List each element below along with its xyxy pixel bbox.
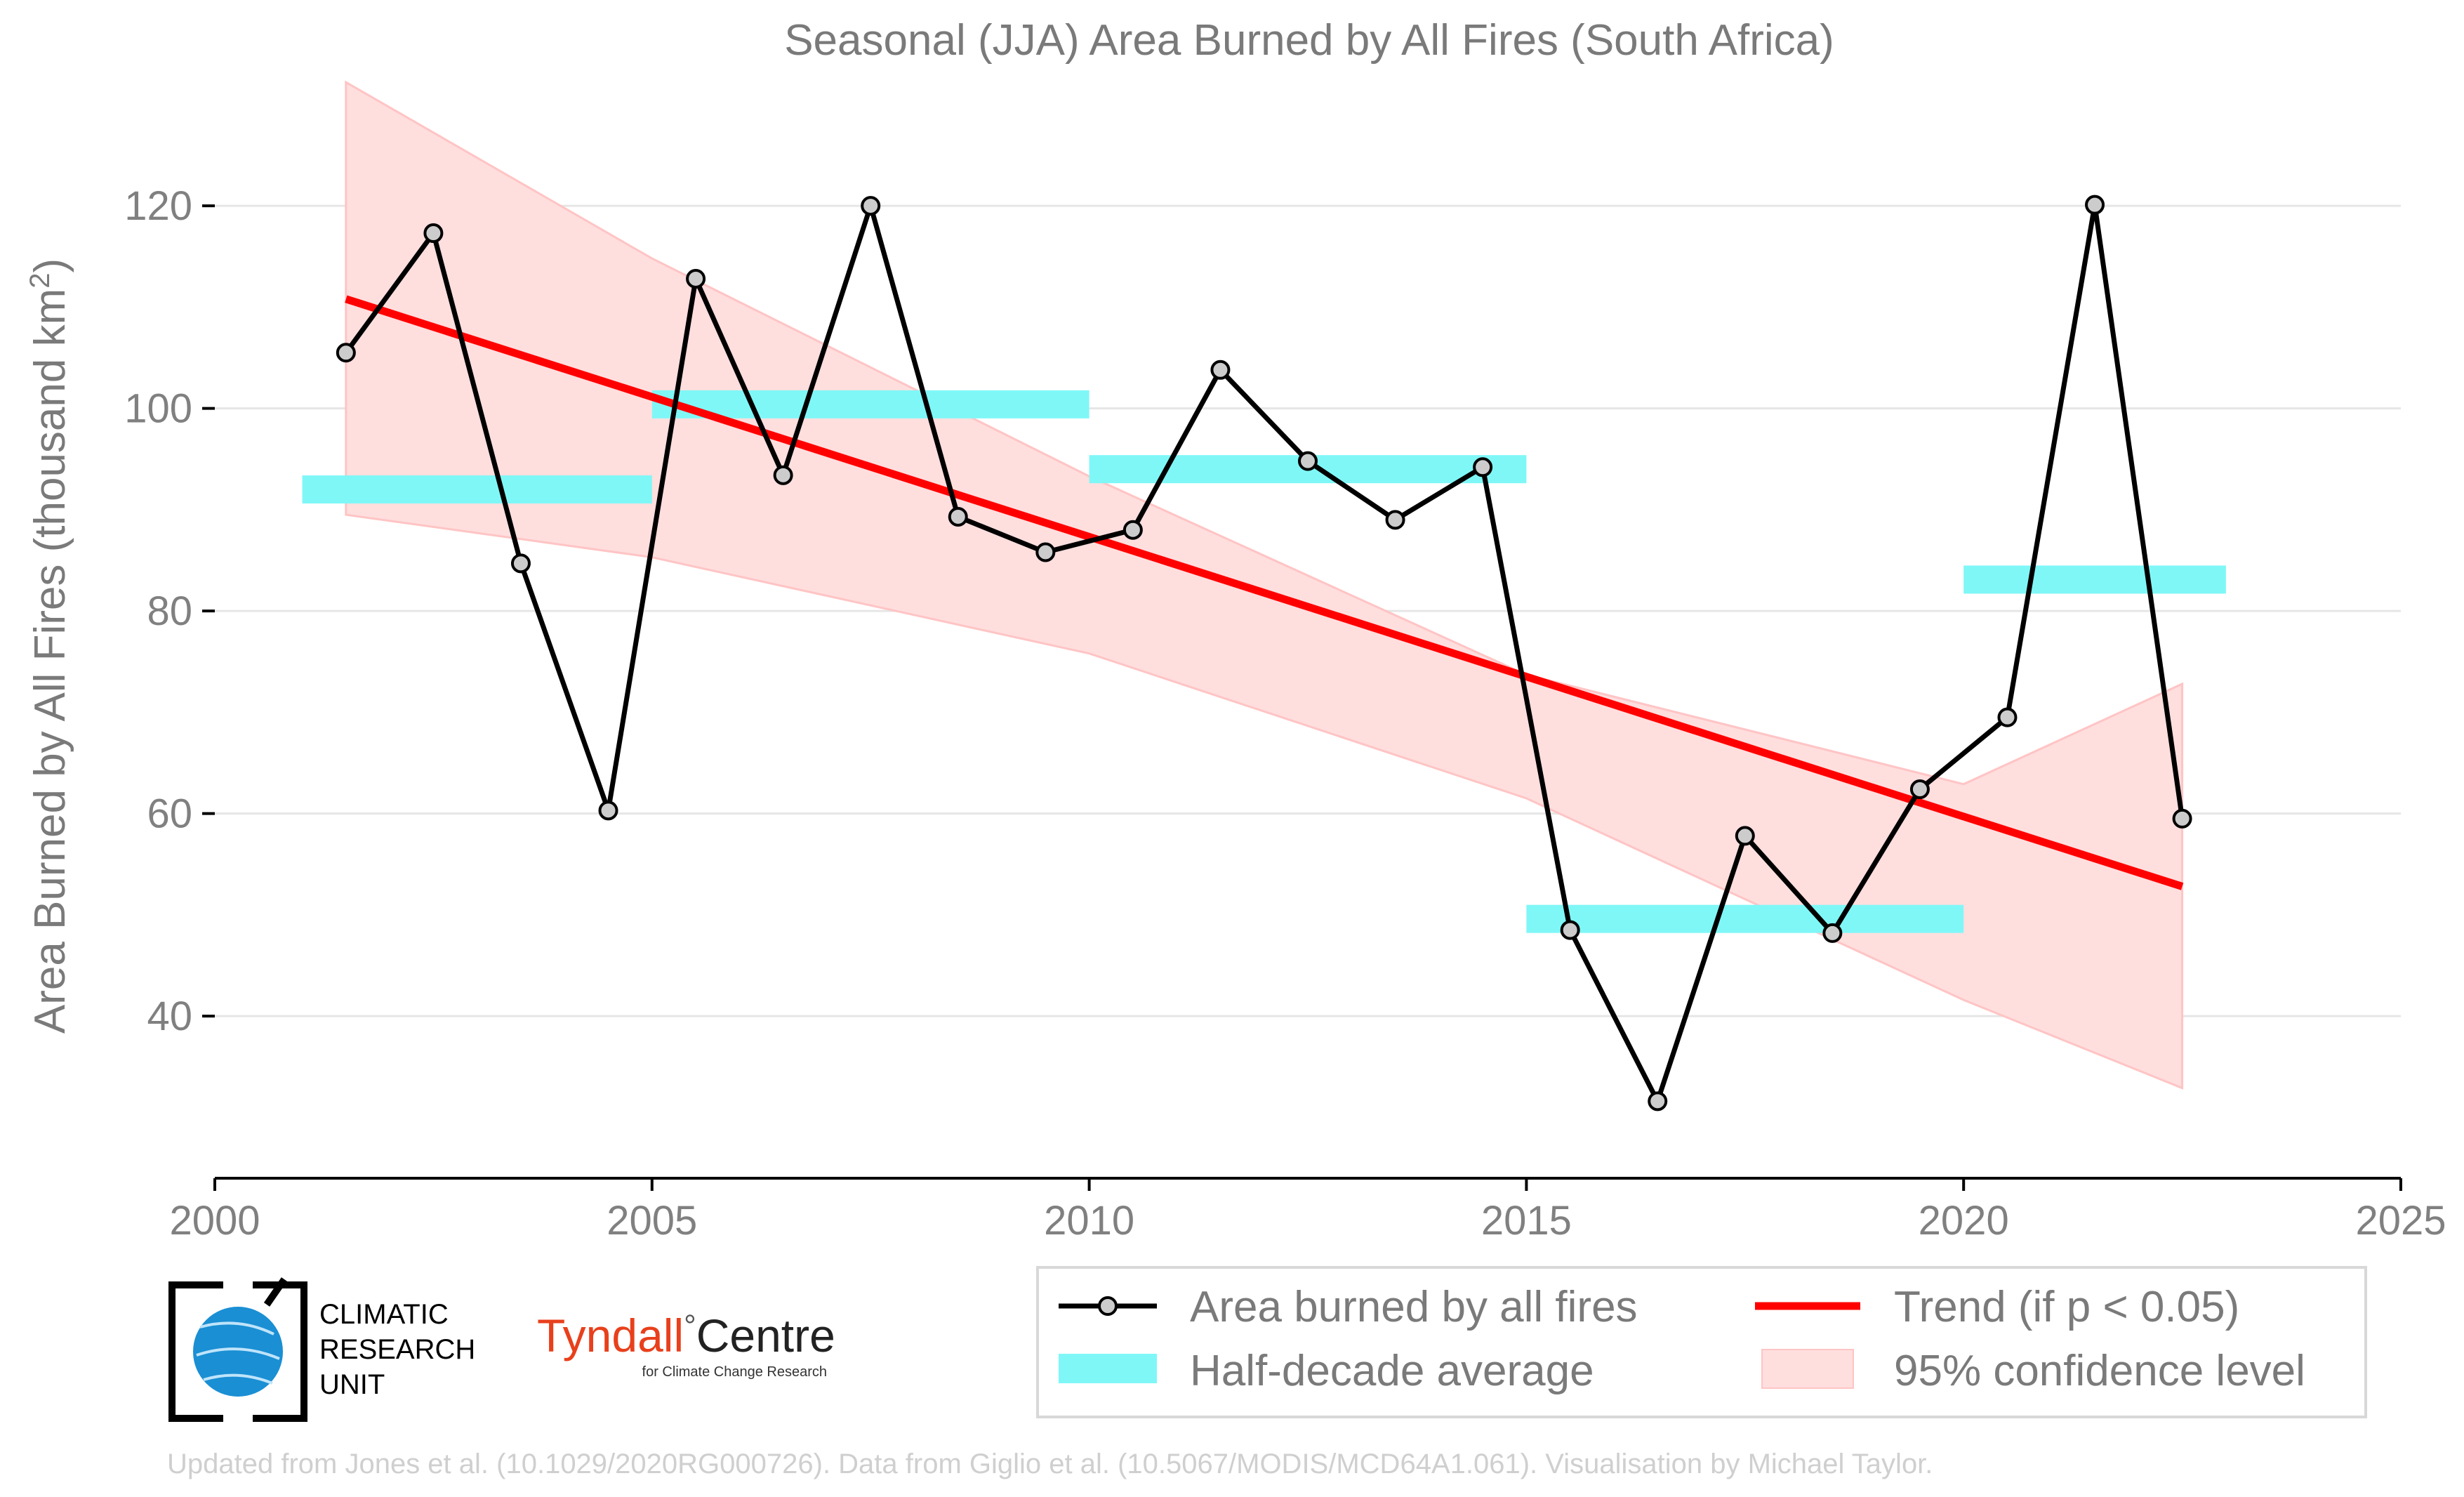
cru-slash-icon (263, 1277, 288, 1307)
data-point-2003.5 (510, 553, 531, 574)
credit-line: Updated from Jones et al. (10.1029/2020R… (167, 1449, 1933, 1479)
tyndall-main: Tyndall (537, 1310, 684, 1361)
half-decade-bar-1 (651, 390, 1089, 418)
y-axis-label-close: ) (26, 258, 74, 273)
data-point-2004.5 (598, 800, 618, 821)
legend-label-trend: Trend (if p < 0.05) (1894, 1283, 2239, 1331)
cru-text-line-1: CLIMATIC (319, 1299, 449, 1330)
data-point-2008.5 (948, 506, 968, 527)
y-tick-label-40: 40 (147, 994, 192, 1039)
legend-series-marker (1098, 1296, 1118, 1316)
data-point-2019.5 (1909, 779, 1930, 800)
data-point-2006.5 (773, 465, 793, 485)
half-decade-bar-4 (1963, 565, 2226, 594)
data-point-2022.5 (2172, 808, 2192, 829)
data-series (336, 194, 2192, 1112)
tyndall-subtitle: for Climate Change Research (642, 1364, 827, 1380)
y-axis-label-text: Area Burned by All Fires (thousand km (26, 289, 74, 1034)
trend-line-segment (345, 295, 2184, 890)
chart-title: Seasonal (JJA) Area Burned by All Fires … (784, 16, 1834, 65)
data-point-2020.5 (1997, 707, 2018, 727)
confidence-band-area (345, 80, 2184, 1090)
cru-text-line-3: UNIT (319, 1369, 385, 1400)
data-point-2017.5 (1735, 826, 1755, 846)
cru-text-line-2: RESEARCH (319, 1334, 475, 1365)
tyndall-degree: ° (684, 1309, 696, 1343)
legend-half-decade-patch (1059, 1354, 1157, 1383)
x-tick-label-2020: 2020 (1919, 1198, 2009, 1244)
half-decade-bar-3 (1526, 904, 1964, 933)
x-axis-ticks: 2000 2005 2010 2015 2020 2025 (169, 1178, 2446, 1244)
data-point-2010.5 (1122, 520, 1143, 540)
cru-globe-swirl-icon (196, 1321, 280, 1385)
data-point-2012.5 (1298, 451, 1318, 471)
y-tick-label-100: 100 (124, 386, 192, 432)
y-axis-label-superscript: 2 (25, 273, 55, 289)
tyndall-wordmark: Tyndall°Centre (537, 1309, 835, 1361)
data-point-2007.5 (861, 196, 881, 216)
legend: Area burned by all fires Trend (if p < 0… (1036, 1266, 2367, 1418)
y-axis-label: Area Burned by All Fires (thousand km2) (25, 258, 74, 1034)
legend-frame (1036, 1266, 2367, 1418)
legend-label-series: Area burned by all fires (1190, 1283, 1638, 1331)
legend-label-ci: 95% confidence level (1894, 1347, 2305, 1395)
data-point-2001.5 (336, 343, 356, 363)
x-tick-label-2000: 2000 (169, 1198, 260, 1244)
y-tick-label-60: 60 (147, 791, 192, 837)
x-tick-label-2010: 2010 (1044, 1198, 1134, 1244)
data-point-2013.5 (1385, 510, 1405, 530)
x-tick-label-2025: 2025 (2355, 1198, 2446, 1244)
cru-logo: CLIMATIC RESEARCH UNIT (168, 1277, 475, 1422)
series-line (343, 197, 2185, 1108)
data-point-2014.5 (1473, 457, 1493, 477)
x-tick-label-2005: 2005 (607, 1198, 697, 1244)
y-tick-label-80: 80 (147, 588, 192, 634)
data-point-2011.5 (1210, 360, 1231, 380)
data-point-2002.5 (423, 223, 444, 244)
half-decade-bar-0 (302, 475, 652, 504)
data-point-2009.5 (1035, 542, 1056, 562)
trend-line (345, 295, 2184, 890)
x-tick-label-2015: 2015 (1481, 1198, 1572, 1244)
data-point-2021.5 (2085, 194, 2105, 215)
y-axis-ticks: 40 60 80 100 120 (124, 183, 215, 1039)
data-point-2018.5 (1822, 923, 1843, 943)
legend-ci-patch (1761, 1349, 1854, 1389)
confidence-band (345, 80, 2184, 1090)
data-point-2016.5 (1648, 1091, 1668, 1112)
y-tick-label-120: 120 (124, 183, 192, 229)
legend-label-half-decade: Half-decade average (1190, 1347, 1594, 1395)
tyndall-centre: Centre (696, 1310, 835, 1361)
data-point-2005.5 (686, 268, 706, 289)
data-point-2015.5 (1560, 920, 1580, 940)
tyndall-logo: Tyndall°Centre for Climate Change Resear… (537, 1309, 835, 1380)
cru-bracket-left-icon (168, 1281, 223, 1422)
